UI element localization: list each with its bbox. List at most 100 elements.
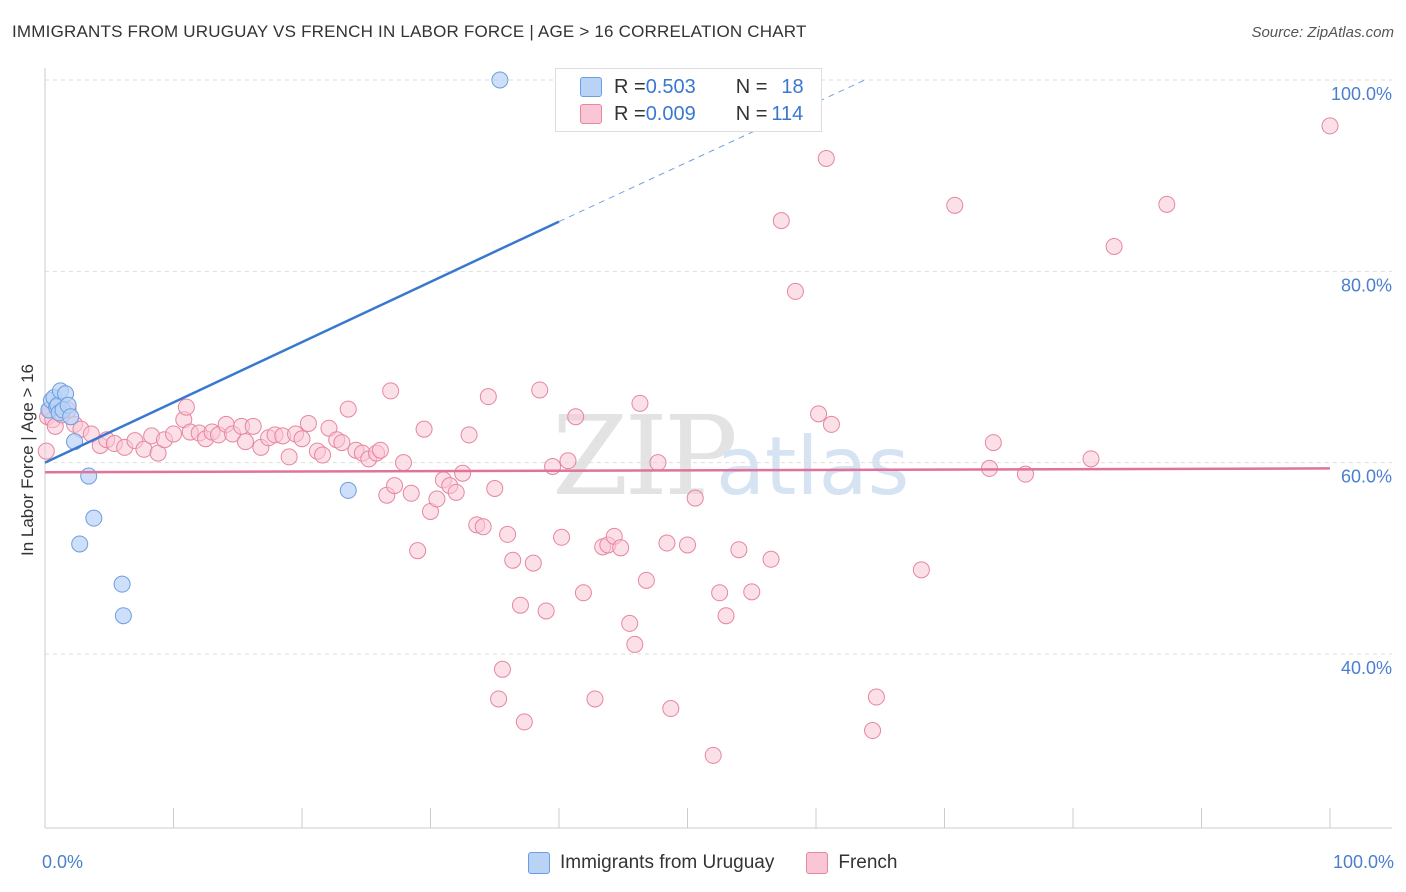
french-point	[490, 690, 508, 708]
chart-title: IMMIGRANTS FROM URUGUAY VS FRENCH IN LAB…	[12, 22, 807, 41]
y-tick-label: 60.0%	[1341, 467, 1392, 487]
french-point	[743, 583, 761, 601]
french-point	[415, 420, 433, 438]
watermark-atlas: atlas	[716, 420, 910, 513]
legend-item-french: French	[806, 852, 897, 874]
source-credit: Source: ZipAtlas.com	[1251, 24, 1394, 41]
french-point	[626, 635, 644, 653]
french-r-value: 0.009	[645, 102, 696, 125]
french-point	[574, 584, 592, 602]
french-point	[314, 446, 332, 464]
french-point	[730, 541, 748, 559]
french-point	[409, 542, 427, 560]
french-point	[559, 452, 577, 470]
french-point	[631, 394, 649, 412]
french-trend-line	[44, 467, 1331, 474]
french-point	[524, 554, 542, 572]
french-point	[447, 483, 465, 501]
french-point	[912, 561, 930, 579]
french-point	[704, 746, 722, 764]
french-point	[658, 534, 676, 552]
french-point	[864, 722, 882, 740]
y-tick-label: 40.0%	[1341, 658, 1392, 678]
y-tick-labels: 40.0% 60.0% 80.0% 100.0%	[1331, 84, 1392, 678]
french-points	[37, 111, 1339, 764]
uruguay-trend-line	[44, 220, 560, 464]
french-point	[817, 149, 835, 167]
french-point	[786, 282, 804, 300]
french-point	[711, 584, 729, 602]
french-point	[474, 518, 492, 536]
french-point	[612, 539, 630, 557]
uruguay-swatch	[580, 77, 602, 97]
french-point	[810, 405, 828, 423]
stats-row-french: R = 0.009 N = 114	[580, 101, 803, 127]
french-point	[386, 477, 404, 495]
french-point	[537, 602, 555, 620]
uruguay-point	[80, 467, 98, 485]
french-point	[395, 454, 413, 472]
uruguay-point	[491, 71, 509, 89]
french-point	[177, 398, 195, 416]
french-point	[371, 441, 389, 459]
french-point	[339, 400, 357, 418]
french-point	[1321, 117, 1339, 135]
french-point	[1158, 195, 1176, 213]
french-point	[679, 536, 696, 554]
french-swatch	[580, 104, 602, 124]
uruguay-point	[114, 607, 132, 625]
uruguay-n-label: N =	[735, 75, 768, 98]
uruguay-point	[62, 408, 80, 426]
french-point	[244, 417, 262, 435]
y-axis-label: In Labor Force | Age > 16	[18, 363, 37, 557]
french-point	[460, 426, 478, 444]
uruguay-r-label: R =	[614, 75, 646, 98]
french-point	[586, 690, 604, 708]
french-point	[772, 212, 790, 230]
uruguay-r-value: 0.503	[645, 75, 696, 98]
french-point	[511, 596, 529, 614]
french-point	[493, 660, 511, 678]
french-point	[567, 408, 585, 426]
series-legend: Immigrants from Uruguay French	[528, 852, 917, 874]
legend-swatch-french	[806, 852, 829, 874]
uruguay-point	[339, 481, 357, 499]
french-point	[299, 414, 317, 432]
uruguay-points	[40, 71, 509, 625]
french-r-label: R =	[614, 102, 646, 125]
stats-row-uruguay: R = 0.503 N = 18	[580, 74, 804, 100]
french-point	[662, 700, 680, 718]
french-point	[293, 430, 311, 448]
legend-swatch-uruguay	[528, 852, 550, 874]
french-point	[382, 382, 400, 400]
french-point	[984, 434, 1002, 452]
french-point	[499, 525, 517, 543]
french-point	[165, 425, 182, 443]
french-point	[486, 479, 504, 497]
french-point	[637, 571, 655, 589]
french-point	[333, 434, 351, 452]
french-point	[762, 550, 780, 568]
french-point	[37, 442, 55, 460]
french-point	[553, 528, 571, 546]
x-tick-label-max: 100.0%	[1332, 852, 1394, 872]
french-point	[280, 448, 298, 466]
x-tick-label-min: 0.0%	[42, 852, 84, 872]
french-n-value: 114	[771, 102, 804, 125]
french-point	[479, 388, 497, 406]
french-point	[544, 457, 562, 475]
french-point	[454, 464, 472, 482]
french-point	[428, 490, 446, 508]
legend-label-uruguay: Immigrants from Uruguay	[560, 852, 775, 873]
french-point	[822, 415, 840, 433]
french-point	[946, 196, 964, 214]
y-tick-label: 80.0%	[1341, 275, 1392, 295]
trend-lines	[44, 79, 1331, 474]
uruguay-point	[71, 535, 89, 553]
french-point	[649, 454, 667, 472]
y-tick-label: 100.0%	[1331, 84, 1392, 104]
french-point	[515, 713, 533, 731]
stats-legend: R = 0.503 N = 18 R = 0.009 N = 114	[555, 68, 822, 132]
french-n-label: N =	[735, 102, 768, 125]
french-point	[621, 614, 639, 632]
